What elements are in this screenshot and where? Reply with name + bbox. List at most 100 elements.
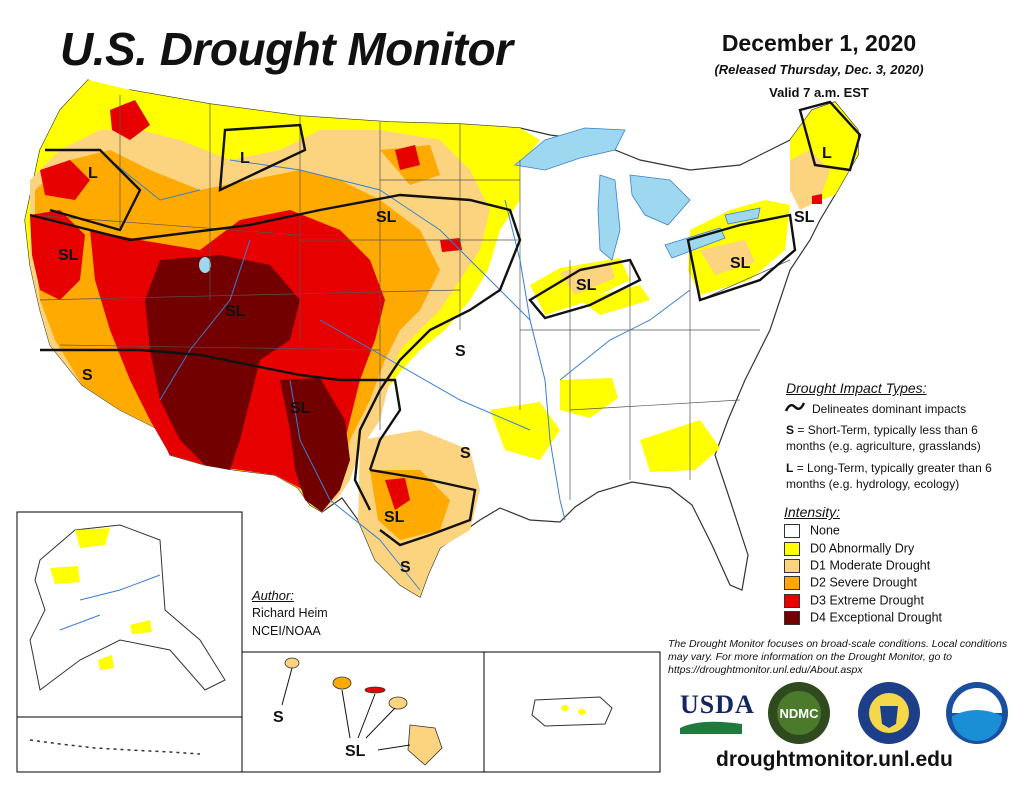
impact-line-ne	[686, 213, 797, 302]
map-title: U.S. Drought Monitor	[60, 23, 513, 75]
d4-four-corners	[145, 255, 300, 470]
legend-item-d4: D4 Exceptional Drought	[784, 610, 942, 626]
d3-texas	[385, 478, 410, 510]
impact-types-title: Drought Impact Types:	[786, 380, 927, 396]
great-salt-lake	[199, 257, 211, 273]
legend-label-d4: D4 Exceptional Drought	[810, 610, 943, 625]
colorado-river	[159, 239, 251, 401]
d3-nd	[395, 145, 420, 170]
legend-item-none: None	[784, 523, 840, 539]
alaska-rivers	[59, 574, 161, 631]
d4-new-mexico-texas	[280, 378, 350, 512]
legend-item-d1: D1 Moderate Drought	[784, 558, 930, 574]
release-date: (Released Thursday, Dec. 3, 2020)	[714, 62, 924, 77]
alaska-d0-west	[50, 566, 80, 584]
d4-regions	[145, 255, 350, 512]
legend-label-none: None	[810, 523, 840, 538]
impact-label-socal: S	[82, 367, 93, 384]
impact-label-ma: SL	[794, 209, 815, 226]
hawaii-label-sl: SL	[345, 743, 366, 760]
d1-michigan	[560, 262, 615, 295]
snake-river	[109, 159, 201, 201]
alaska-outline	[29, 524, 226, 691]
impact-label-mt: L	[240, 150, 250, 167]
impact-label-ks: S	[455, 343, 466, 360]
impact-line-midwest	[528, 258, 642, 320]
rio-grande	[289, 379, 421, 591]
d0-carolinas	[640, 420, 720, 472]
lake-erie	[664, 227, 726, 259]
d3-maine	[812, 194, 822, 204]
puerto-rico-outline	[531, 696, 613, 727]
mississippi-river	[504, 199, 566, 521]
hawaii-label-s: S	[273, 709, 284, 726]
legend-swatch-d3	[784, 593, 800, 608]
legend-swatch-d4	[784, 610, 800, 625]
legend-item-d2: D2 Severe Drought	[784, 575, 917, 591]
impact-label-pa: SL	[730, 255, 751, 272]
hawaii-oahu	[332, 676, 352, 690]
intensity-title: Intensity:	[784, 504, 841, 520]
d3-iowa	[440, 238, 462, 252]
commerce-seal-logo	[858, 682, 920, 744]
legend-swatch-d1	[784, 558, 800, 573]
impact-label-tx: SL	[384, 509, 405, 526]
impact-label-sd: SL	[376, 209, 397, 226]
delineation-line-icon	[784, 402, 806, 412]
impact-label-nm: SL	[290, 400, 311, 417]
puerto-rico-d0	[561, 705, 569, 711]
puerto-rico-d0-east	[578, 709, 586, 715]
hawaii-label-lines	[281, 667, 411, 751]
missouri-river	[229, 159, 531, 321]
hawaii-kauai	[284, 657, 300, 669]
hawaii-big-island	[407, 724, 443, 766]
ndmc-logo-text: NDMC	[780, 706, 820, 721]
rivers	[109, 159, 691, 591]
legend-label-d2: D2 Severe Drought	[810, 575, 918, 590]
arkansas-river	[319, 319, 531, 431]
legend-label-d3: D3 Extreme Drought	[810, 593, 924, 608]
usda-logo-swoosh	[680, 721, 742, 734]
legend-item-d3: D3 Extreme Drought	[784, 593, 924, 609]
short-term-text: = Short-Term, typically less than 6 mont…	[786, 423, 981, 453]
state-borders	[29, 95, 791, 500]
long-term-code: L	[786, 461, 794, 475]
author-name: Richard Heim	[252, 606, 328, 620]
impact-line-west	[29, 193, 522, 511]
aleutian-inset	[16, 716, 243, 773]
delineation-text: Delineates dominant impacts	[812, 402, 967, 416]
impact-label-mi: SL	[576, 277, 597, 294]
legend-item-d0: D0 Abnormally Dry	[784, 541, 914, 557]
legend-label-d0: D0 Abnormally Dry	[810, 541, 915, 556]
impact-line-new-england	[798, 100, 862, 172]
impact-line-montana	[218, 123, 307, 192]
d3-oregon	[40, 160, 90, 200]
valid-time: Valid 7 a.m. EST	[769, 85, 869, 100]
website-link[interactable]: droughtmonitor.unl.edu	[716, 748, 953, 771]
long-term-text: = Long-Term, typically greater than 6 mo…	[786, 461, 992, 491]
impact-lines	[29, 100, 862, 547]
noaa-logo	[946, 682, 1008, 744]
alaska-d0-south	[98, 655, 114, 670]
impact-labels: L L L SL SL SL SL SL SL SL SL S S S S	[58, 145, 832, 576]
impact-label-ca: SL	[58, 247, 79, 264]
usda-logo: USDA	[680, 690, 755, 719]
ohio-river	[559, 289, 691, 381]
impact-label-or: L	[88, 165, 98, 182]
legend-swatch-none	[784, 523, 800, 538]
d3-california	[30, 210, 85, 300]
lake-ontario	[724, 207, 761, 225]
d1-pa	[700, 240, 755, 275]
disclaimer-note: The Drought Monitor focuses on broad-sca…	[668, 638, 1008, 676]
d0-ohio	[580, 285, 650, 315]
legend-label-d1: D1 Moderate Drought	[810, 558, 931, 573]
legend-swatch-d0	[784, 541, 800, 556]
alaska-d0-north	[75, 528, 110, 548]
short-term-definition: S = Short-Term, typically less than 6 mo…	[786, 422, 1018, 454]
legend-swatch-d2	[784, 575, 800, 590]
impact-label-ne-state: L	[822, 145, 832, 162]
long-term-definition: L = Long-Term, typically greater than 6 …	[786, 460, 1018, 492]
great-lakes	[514, 127, 761, 261]
impact-line-texas	[369, 468, 477, 547]
d0-gulf	[490, 402, 560, 460]
